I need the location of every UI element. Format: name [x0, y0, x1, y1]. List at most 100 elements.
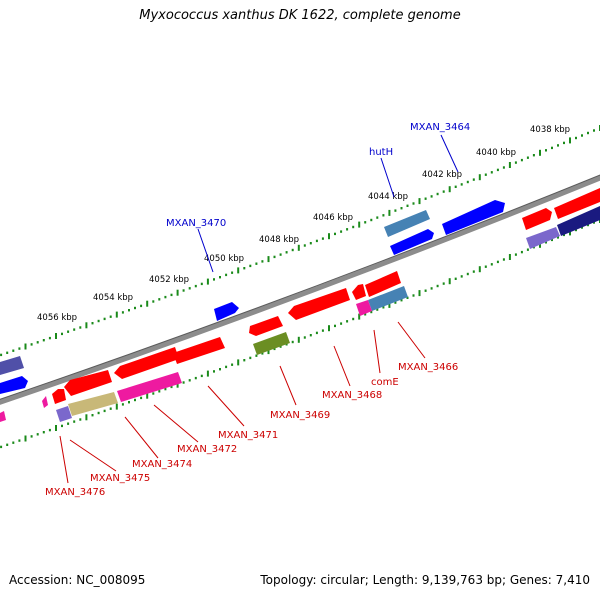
gene-feature [64, 370, 112, 396]
lower-scale-tick [109, 407, 112, 410]
lower-scale-tick [194, 376, 197, 380]
lower-scale-tick [370, 310, 373, 314]
upper-scale-tick [514, 161, 517, 164]
upper-scale-tick [91, 322, 94, 325]
upper-scale-tick [200, 282, 203, 286]
backbone-outer [0, 175, 600, 405]
scale-label-4056: 4056 kbp [37, 313, 77, 323]
upper-scale-tick [194, 284, 197, 288]
backbone-inner [0, 174, 600, 400]
lower-scale-tick [48, 428, 51, 432]
lower-scale-tick [448, 278, 451, 285]
leader-mxan-3472 [153, 404, 199, 443]
gene-feature [365, 271, 401, 297]
upper-scale-tick [243, 267, 246, 270]
scale-label-4054: 4054 kbp [93, 293, 133, 303]
gene-feature [117, 372, 182, 402]
upper-scale-tick [394, 209, 397, 212]
upper-scale-tick [309, 242, 312, 245]
gene-feature [554, 188, 600, 219]
lower-scale-tick [255, 354, 258, 357]
upper-scale-tick [285, 251, 288, 254]
upper-scale-tick [213, 278, 215, 281]
lower-scale-tick [309, 334, 312, 337]
upper-scale-tick [346, 228, 349, 231]
upper-scale-tick [508, 162, 511, 168]
lower-scale-tick [291, 340, 294, 344]
lower-scale-tick [285, 343, 288, 346]
upper-scale-tick [48, 336, 51, 340]
lower-scale-tick [490, 263, 493, 266]
leader-mxan-3475 [69, 439, 117, 472]
lower-scale-tick [267, 348, 270, 355]
gene-feature [356, 300, 372, 316]
upper-scale-tick [30, 343, 33, 346]
gene-feature [68, 392, 118, 416]
lower-scale-tick [121, 403, 124, 406]
lower-scale-tick [315, 331, 318, 335]
lower-scale-tick [36, 433, 39, 436]
upper-scale-tick [0, 353, 3, 357]
lower-scale-tick [73, 420, 76, 423]
lower-scale-tick [334, 324, 336, 328]
lower-scale-tick [273, 347, 276, 351]
upper-scale-tick [6, 351, 9, 354]
scale-label-4052: 4052 kbp [149, 275, 189, 285]
lower-scale-tick [249, 356, 252, 360]
upper-scale-tick [12, 349, 15, 352]
upper-scale-tick [115, 311, 118, 318]
lower-scale-tick [436, 284, 439, 288]
gene-features [0, 188, 600, 422]
upper-scale-tick [109, 315, 112, 318]
scale-label-4048: 4048 kbp [259, 235, 299, 245]
lower-scale-tick [297, 336, 300, 343]
upper-scale-tick [490, 171, 493, 174]
lower-scale-tick [134, 398, 136, 402]
upper-scale-tick [406, 204, 409, 207]
lower-scale-tick [526, 248, 529, 251]
gene-feature [390, 229, 434, 255]
lower-scale-tick [321, 329, 324, 332]
lower-scale-tick [424, 289, 427, 292]
upper-scale-tick [303, 244, 306, 247]
lower-scale-tick [91, 414, 94, 417]
upper-scale-tick [225, 273, 228, 277]
accession-text: Accession: NC_008095 [9, 573, 146, 587]
upper-scale-tick [581, 134, 583, 137]
gene-feature [384, 210, 430, 237]
lower-scale-tick [213, 370, 215, 373]
leader-mxan-3476 [59, 435, 69, 484]
gene-label-come: comE [371, 377, 399, 388]
leader-huth [380, 157, 395, 198]
top-leader-lines [197, 134, 459, 273]
lower-scale-tick [460, 275, 463, 278]
upper-scale-tick [382, 214, 385, 217]
upper-scale-tick [206, 278, 209, 285]
lower-scale-tick [581, 226, 583, 229]
bottom-gene-labels: MXAN_3466 comE MXAN_3468 MXAN_3469 MXAN_… [45, 362, 458, 498]
scale-label-4046: 4046 kbp [313, 213, 353, 223]
lower-scale-tick [128, 401, 130, 404]
lower-scale-tick [569, 229, 571, 236]
lower-scale-tick [539, 241, 541, 248]
scale-label-4042: 4042 kbp [422, 170, 462, 180]
gene-feature [249, 316, 283, 336]
upper-scale-tick [400, 207, 403, 210]
gene-feature [442, 200, 505, 235]
upper-scale-tick [358, 221, 361, 228]
upper-scale-tick [267, 256, 270, 263]
scale-label-4044: 4044 kbp [368, 192, 408, 202]
gene-feature [522, 208, 552, 230]
lower-scale-tick [376, 308, 379, 311]
leader-mxan-3466 [397, 321, 426, 359]
upper-scale-tick [321, 237, 324, 240]
lower-scale-tick [478, 266, 481, 273]
upper-scale-tick [67, 330, 70, 333]
leader-come [373, 329, 381, 374]
gene-feature [253, 332, 290, 355]
upper-scale-tick [364, 221, 367, 224]
upper-scale-tick [140, 304, 143, 308]
upper-scale-tick [388, 209, 391, 216]
upper-scale-tick [352, 225, 355, 229]
lower-scale-tick [466, 272, 469, 276]
